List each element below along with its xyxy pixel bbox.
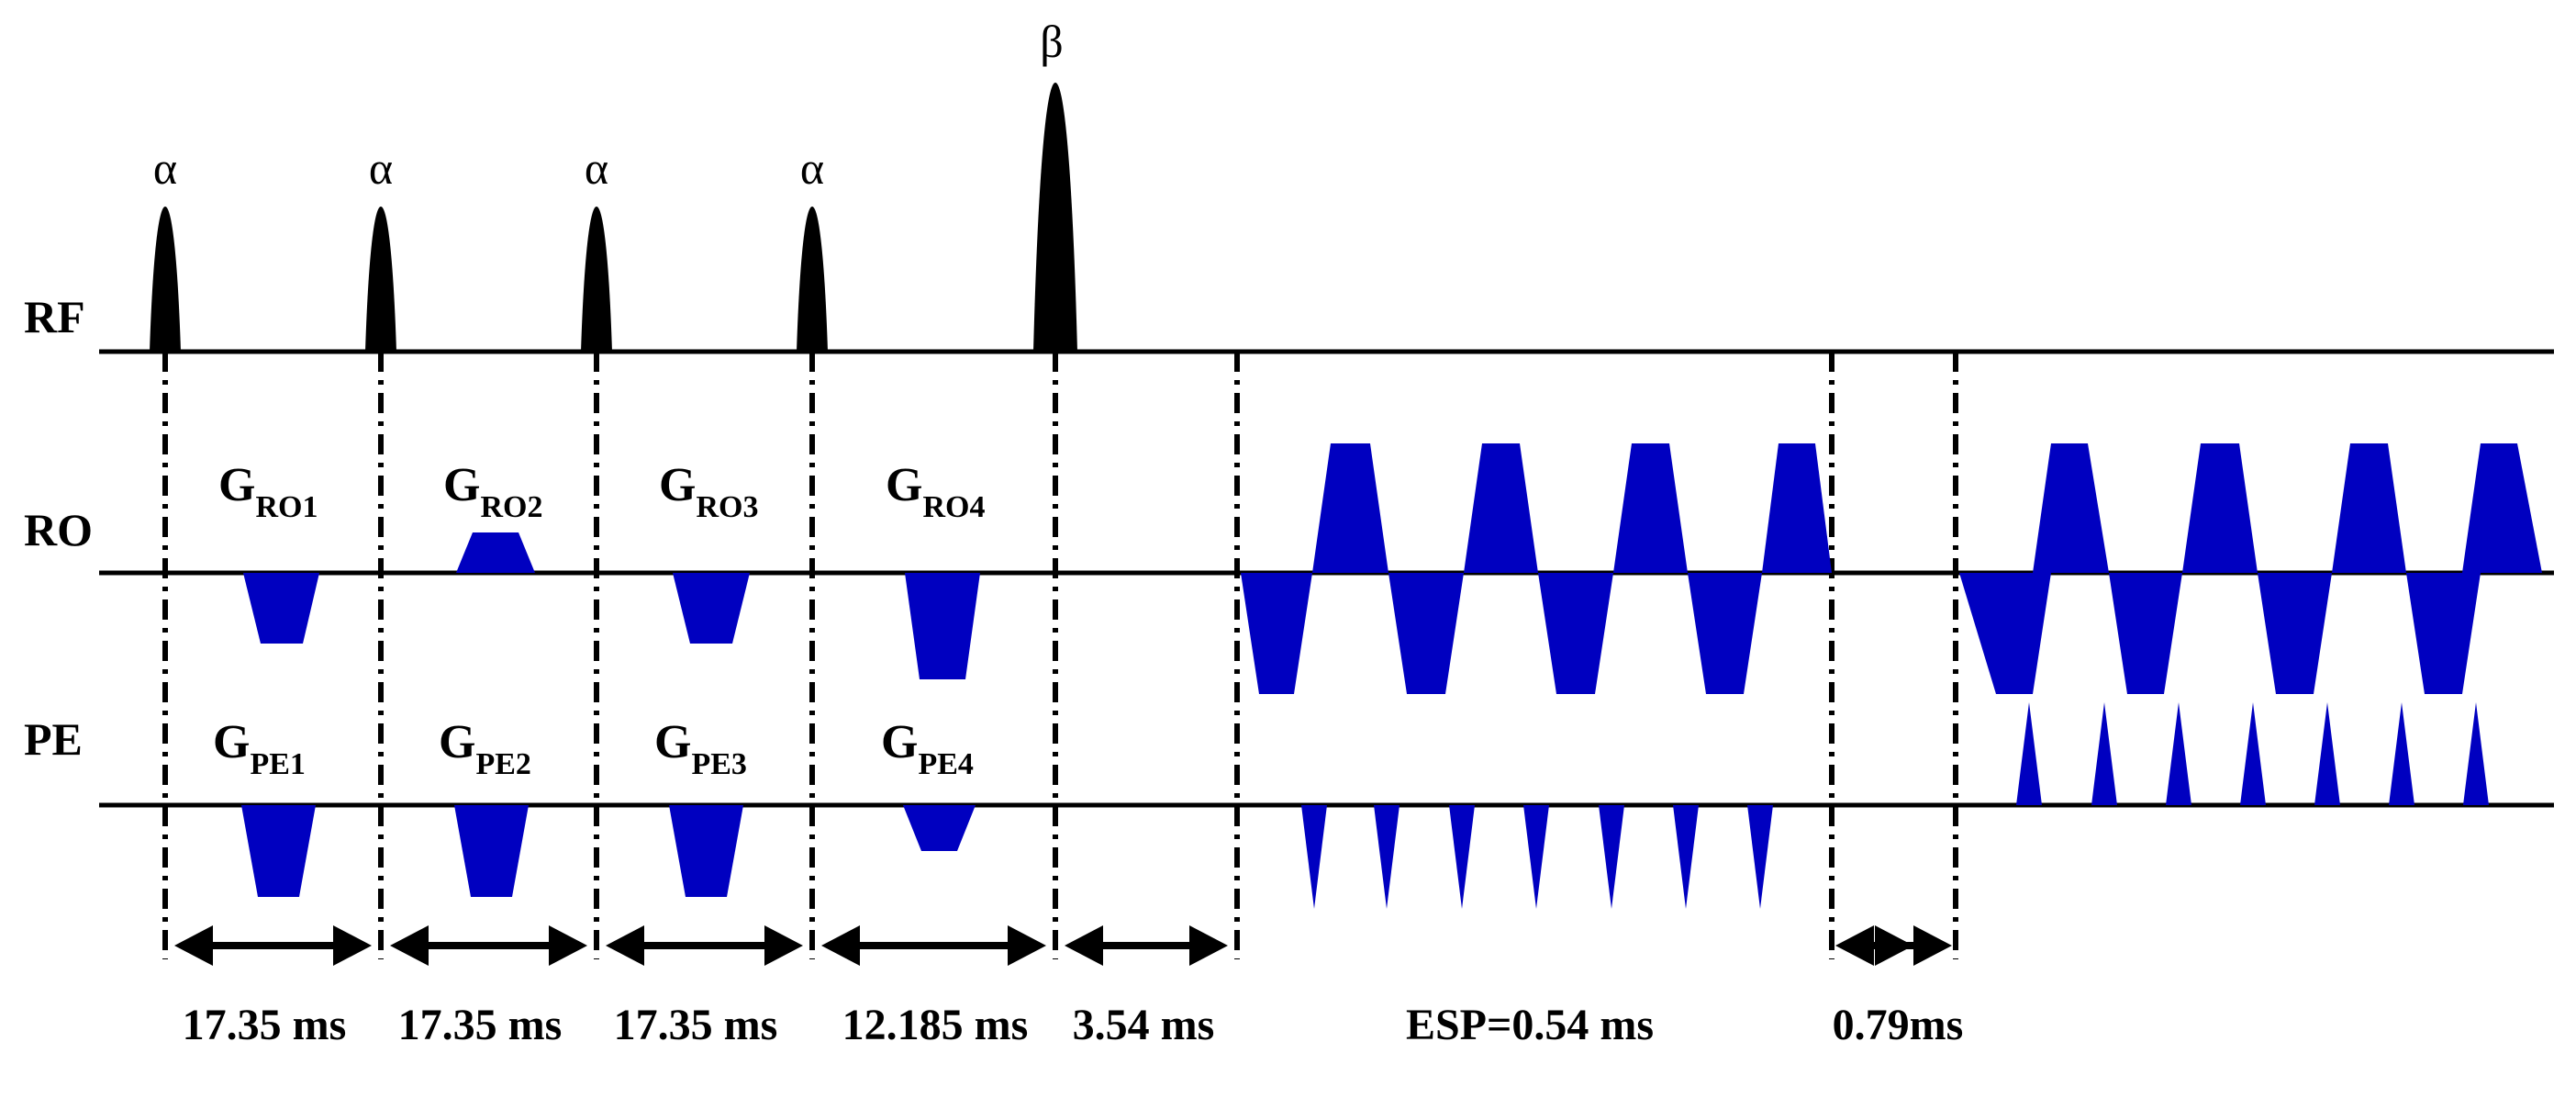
- phase-blip: [1599, 805, 1624, 909]
- alpha-pulse: [150, 207, 181, 352]
- alpha-label: α: [800, 142, 824, 194]
- gradient-label-ro2: GRO2: [443, 459, 542, 524]
- phase-blip: [2016, 702, 2042, 805]
- gradient-ro2: [456, 532, 535, 573]
- row-label-ro: RO: [24, 504, 93, 555]
- alpha-pulse: [365, 207, 396, 352]
- phase-blip: [2166, 702, 2191, 805]
- gradient-label-pe2: GPE2: [439, 716, 531, 781]
- readout-lobe: [1241, 443, 1388, 573]
- readout-train-1: [1241, 443, 1832, 694]
- gradient-pe1: [241, 805, 316, 897]
- readout-lobe: [2109, 573, 2182, 694]
- readout-lobe: [1464, 443, 1538, 573]
- phase-blip: [1523, 805, 1549, 909]
- phase-blip: [1747, 805, 1773, 909]
- readout-lobe: [1762, 443, 1832, 573]
- alpha-label: α: [153, 142, 177, 194]
- readout-lobe: [1613, 443, 1688, 573]
- phase-blips-1: [1301, 805, 1773, 909]
- readout-lobe: [2182, 443, 2258, 573]
- gradient-label-ro3: GRO3: [659, 459, 758, 524]
- row-label-pe: PE: [24, 713, 83, 765]
- readout-lobe: [2332, 443, 2406, 573]
- alpha-pulse: [797, 207, 828, 352]
- gradient-ro3: [673, 573, 750, 644]
- phase-blip: [2463, 702, 2489, 805]
- beta-pulse: [1033, 83, 1077, 352]
- timing-arrows: [174, 925, 1952, 966]
- phase-blip: [1673, 805, 1699, 909]
- timing-label: 17.35 ms: [614, 1001, 778, 1049]
- gradient-label-ro1: GRO1: [218, 459, 318, 524]
- gradient-pe4: [903, 805, 976, 851]
- alpha-label: α: [369, 142, 393, 194]
- timing-markers: [162, 352, 1958, 959]
- readout-lobe: [1538, 573, 1613, 694]
- timing-arrow: [174, 925, 372, 966]
- row-label-rf: RF: [24, 291, 85, 342]
- readout-lobe: [2406, 573, 2481, 694]
- timing-arrow: [821, 925, 1046, 966]
- gradient-label-pe3: GPE3: [654, 716, 747, 781]
- timing-arrow: [1065, 925, 1228, 966]
- gradient-label-pe4: GPE4: [881, 716, 974, 781]
- timing-arrow: [1835, 925, 1952, 966]
- phase-blips-2: [2016, 702, 2489, 805]
- timing-label: 3.54 ms: [1073, 1001, 1215, 1049]
- readout-lobe: [1688, 573, 1762, 694]
- phase-blip: [1374, 805, 1400, 909]
- gradient-ro1: [243, 573, 319, 644]
- esp-label: ESP=0.54 ms: [1406, 1001, 1654, 1049]
- gradient-pe2: [454, 805, 529, 897]
- readout-lobe: [2258, 573, 2332, 694]
- phase-blip: [1301, 805, 1327, 909]
- gradient-pe3: [669, 805, 743, 897]
- gradient-ro4: [905, 573, 980, 679]
- phase-blip: [1449, 805, 1475, 909]
- timing-label: 0.79ms: [1833, 1001, 1964, 1049]
- readout-lobe: [1959, 573, 2051, 694]
- phase-blip: [2389, 702, 2414, 805]
- timing-label: 17.35 ms: [398, 1001, 563, 1049]
- alpha-label: α: [585, 142, 608, 194]
- phase-blip: [2091, 702, 2117, 805]
- readout-lobe: [2033, 443, 2109, 573]
- phase-blip: [2240, 702, 2266, 805]
- timing-arrow: [390, 925, 587, 966]
- phase-blip: [2314, 702, 2340, 805]
- readout-lobe: [1388, 573, 1464, 694]
- rf-pulses: [150, 83, 1077, 352]
- gradient-label-pe1: GPE1: [213, 716, 306, 781]
- timing-arrow: [606, 925, 803, 966]
- readout-train-2: [1959, 443, 2542, 694]
- alpha-pulse: [581, 207, 612, 352]
- beta-label: β: [1040, 16, 1063, 67]
- gradient-label-ro4: GRO4: [886, 459, 985, 524]
- timing-label: 12.185 ms: [842, 1001, 1029, 1049]
- readout-lobe: [1241, 573, 1312, 694]
- prep-gradients: [241, 532, 980, 897]
- timing-label: 17.35 ms: [183, 1001, 347, 1049]
- readout-lobe: [2462, 443, 2542, 573]
